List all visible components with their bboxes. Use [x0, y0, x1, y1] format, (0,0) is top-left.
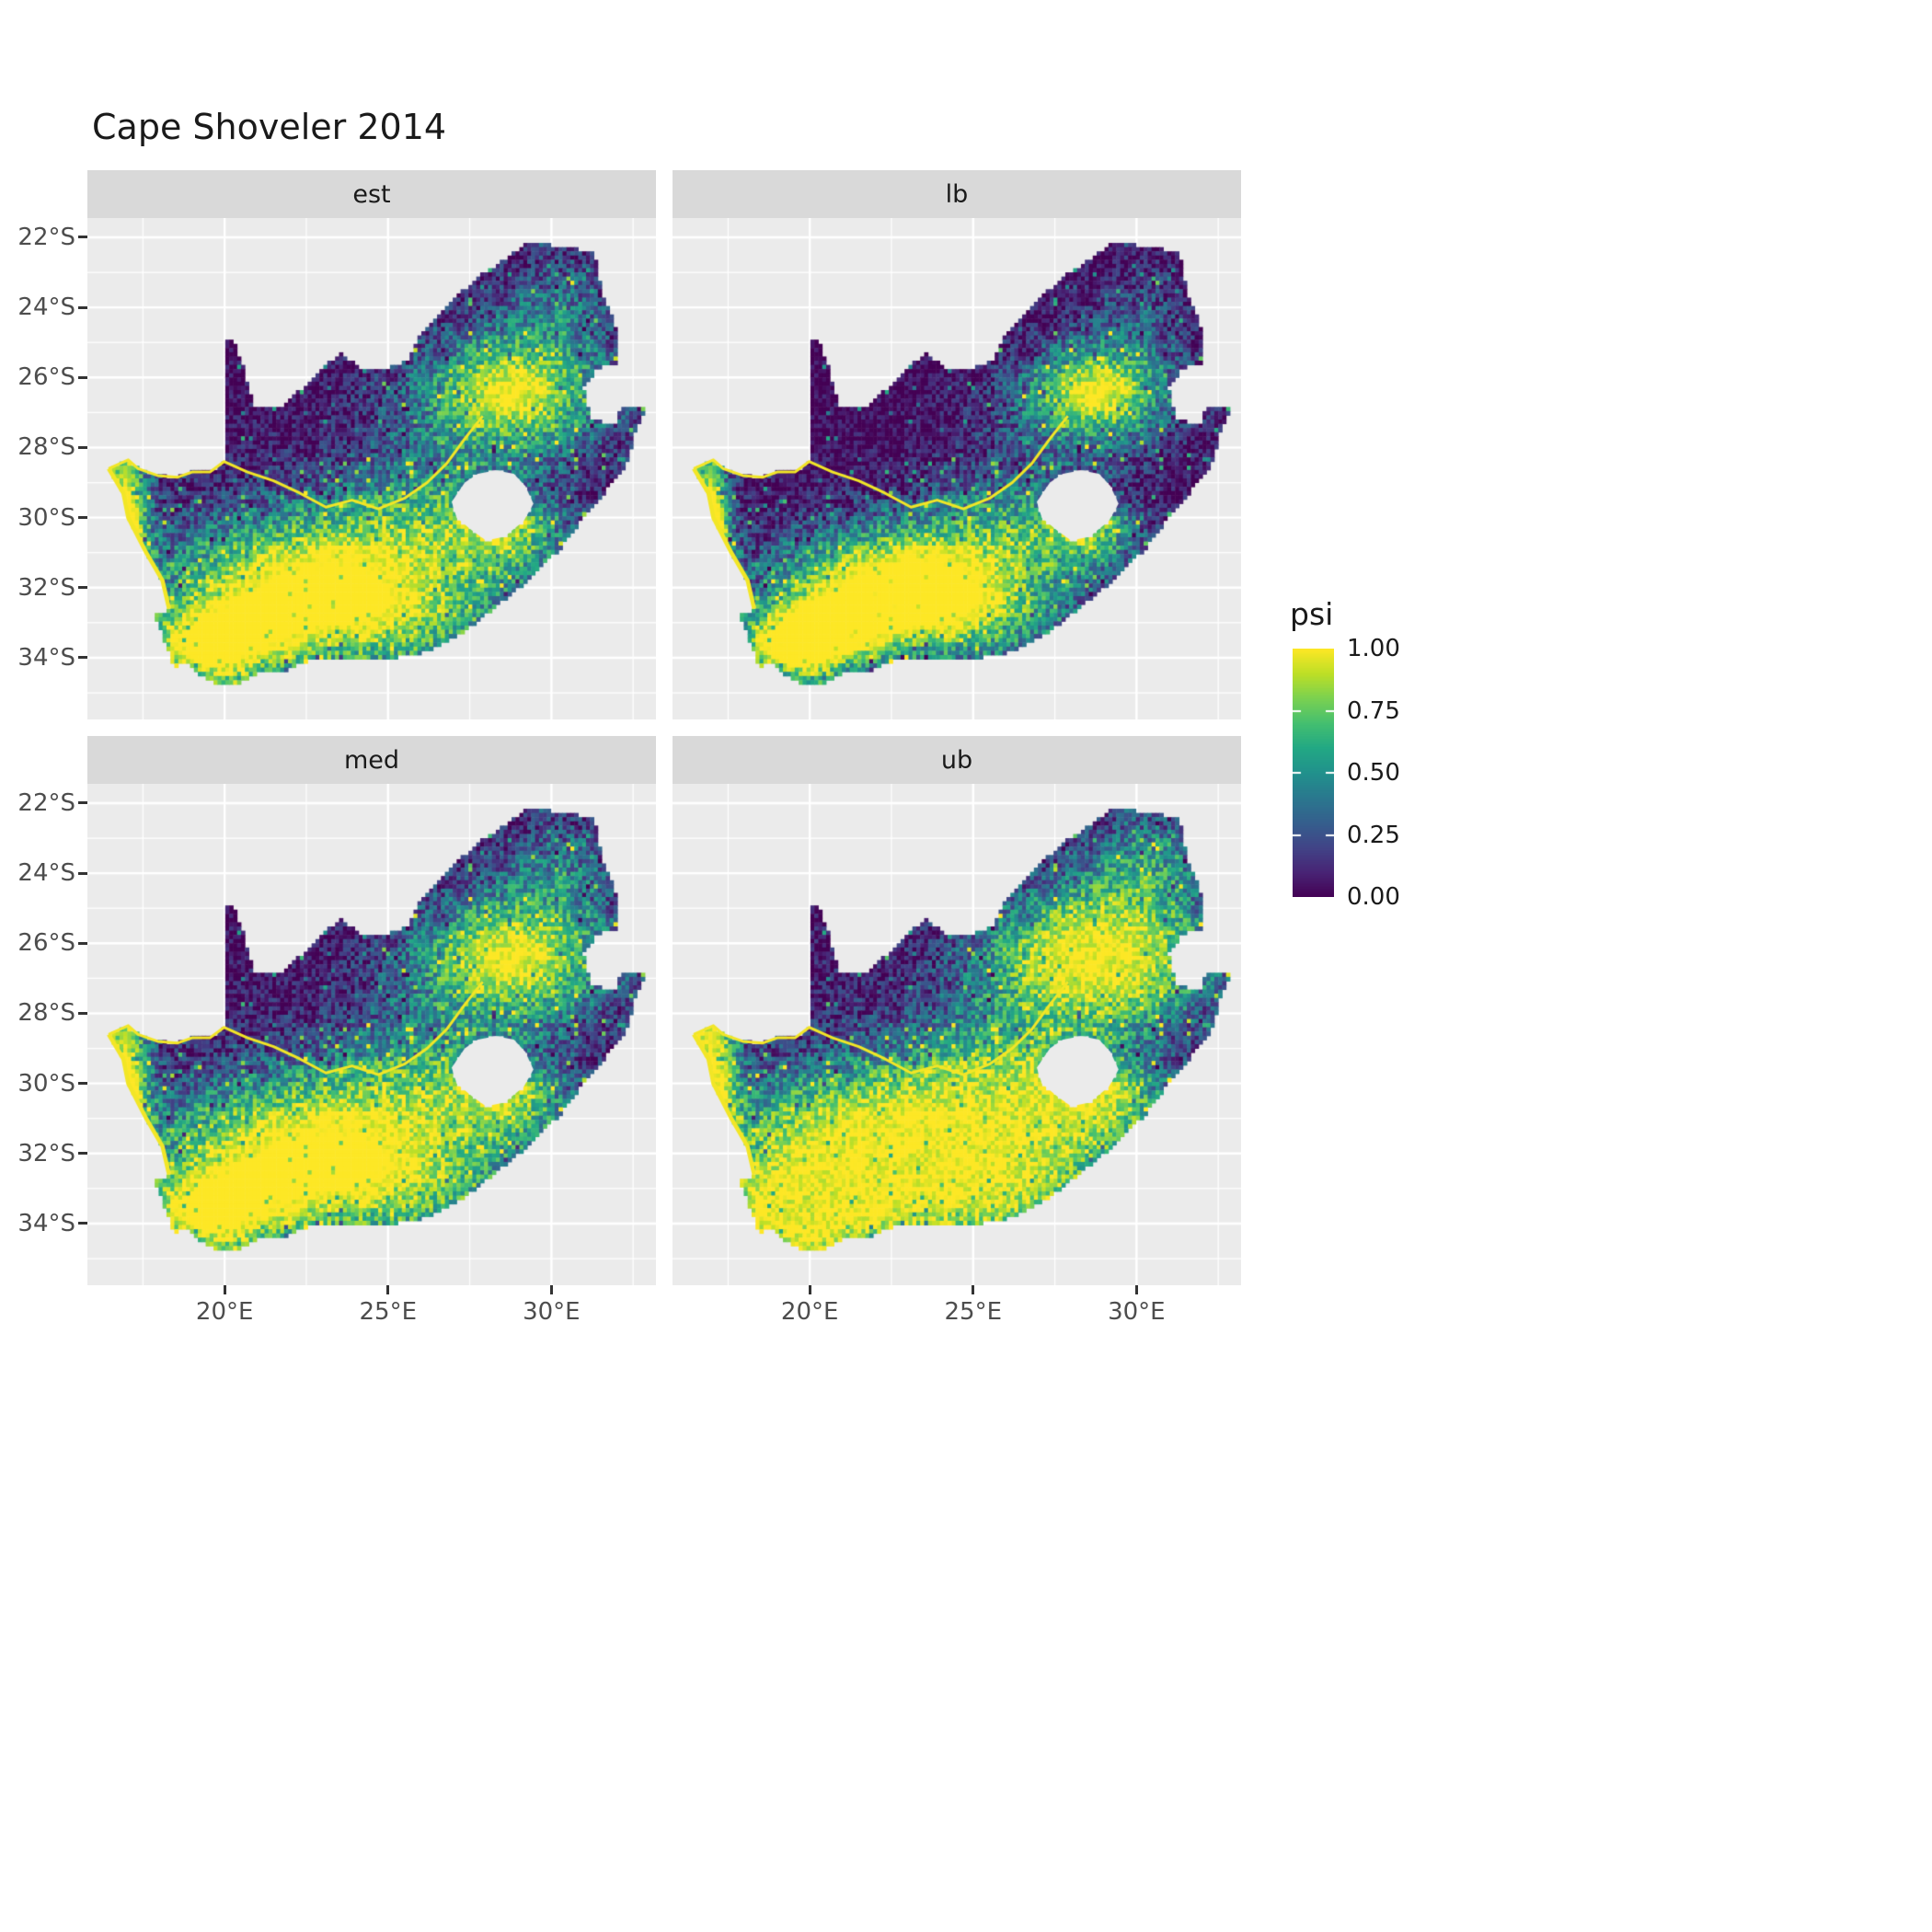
legend-tick-label: 0.50 — [1347, 759, 1400, 787]
y-tick-label: 28°S — [17, 433, 75, 462]
y-tick-label: 22°S — [17, 223, 75, 251]
map-panel-med — [87, 784, 656, 1285]
x-tick-label: 20°E — [780, 1298, 839, 1326]
y-tick-mark — [78, 305, 87, 309]
y-tick-mark — [78, 1082, 87, 1086]
y-tick-mark — [78, 656, 87, 660]
y-tick-label: 24°S — [17, 859, 75, 888]
x-tick-mark — [1134, 1285, 1138, 1294]
legend-title: psi — [1290, 596, 1334, 632]
y-tick-mark — [78, 871, 87, 875]
facet-label-med: med — [343, 745, 400, 775]
facet-strip-ub: ub — [673, 736, 1241, 784]
y-tick-label: 26°S — [17, 929, 75, 958]
y-tick-label: 34°S — [17, 643, 75, 672]
map-panel-est — [87, 218, 656, 719]
x-tick-label: 25°E — [944, 1298, 1003, 1326]
x-tick-mark — [972, 1285, 975, 1294]
x-tick-label: 20°E — [195, 1298, 254, 1326]
y-tick-mark — [78, 586, 87, 590]
x-tick-mark — [808, 1285, 811, 1294]
chart-title: Cape Shoveler 2014 — [92, 107, 447, 147]
y-tick-mark — [78, 941, 87, 945]
y-tick-mark — [78, 516, 87, 520]
y-tick-label: 22°S — [17, 788, 75, 817]
y-tick-mark — [78, 445, 87, 449]
y-tick-mark — [78, 1222, 87, 1225]
map-panel-ub — [673, 784, 1241, 1285]
x-tick-label: 30°E — [523, 1298, 581, 1326]
x-tick-mark — [386, 1285, 390, 1294]
legend-colorbar — [1293, 649, 1334, 897]
facet-label-lb: lb — [945, 179, 969, 209]
y-tick-label: 24°S — [17, 293, 75, 322]
x-tick-label: 25°E — [359, 1298, 418, 1326]
y-tick-mark — [78, 236, 87, 239]
y-tick-label: 32°S — [17, 573, 75, 602]
legend-tick-label: 1.00 — [1347, 635, 1400, 662]
facet-strip-est: est — [87, 170, 656, 218]
facet-est: est — [87, 170, 656, 719]
facet-label-est: est — [352, 179, 391, 209]
y-tick-label: 30°S — [17, 503, 75, 532]
x-tick-mark — [549, 1285, 553, 1294]
y-tick-label: 26°S — [17, 363, 75, 392]
facet-label-ub: ub — [940, 745, 973, 775]
map-panel-lb — [673, 218, 1241, 719]
y-tick-mark — [78, 375, 87, 379]
y-tick-mark — [78, 1152, 87, 1156]
y-tick-label: 28°S — [17, 999, 75, 1028]
facet-med: med — [87, 736, 656, 1285]
facet-ub: ub — [673, 736, 1241, 1285]
facet-lb: lb — [673, 170, 1241, 719]
legend-tick-label: 0.00 — [1347, 883, 1400, 911]
legend-tick-label: 0.25 — [1347, 821, 1400, 849]
y-tick-label: 34°S — [17, 1209, 75, 1237]
y-tick-label: 32°S — [17, 1139, 75, 1167]
facet-strip-med: med — [87, 736, 656, 784]
y-tick-label: 30°S — [17, 1069, 75, 1098]
x-tick-mark — [223, 1285, 226, 1294]
y-tick-mark — [78, 801, 87, 805]
y-tick-mark — [78, 1011, 87, 1015]
legend-tick-label: 0.75 — [1347, 696, 1400, 725]
x-tick-label: 30°E — [1108, 1298, 1166, 1326]
facet-strip-lb: lb — [673, 170, 1241, 218]
